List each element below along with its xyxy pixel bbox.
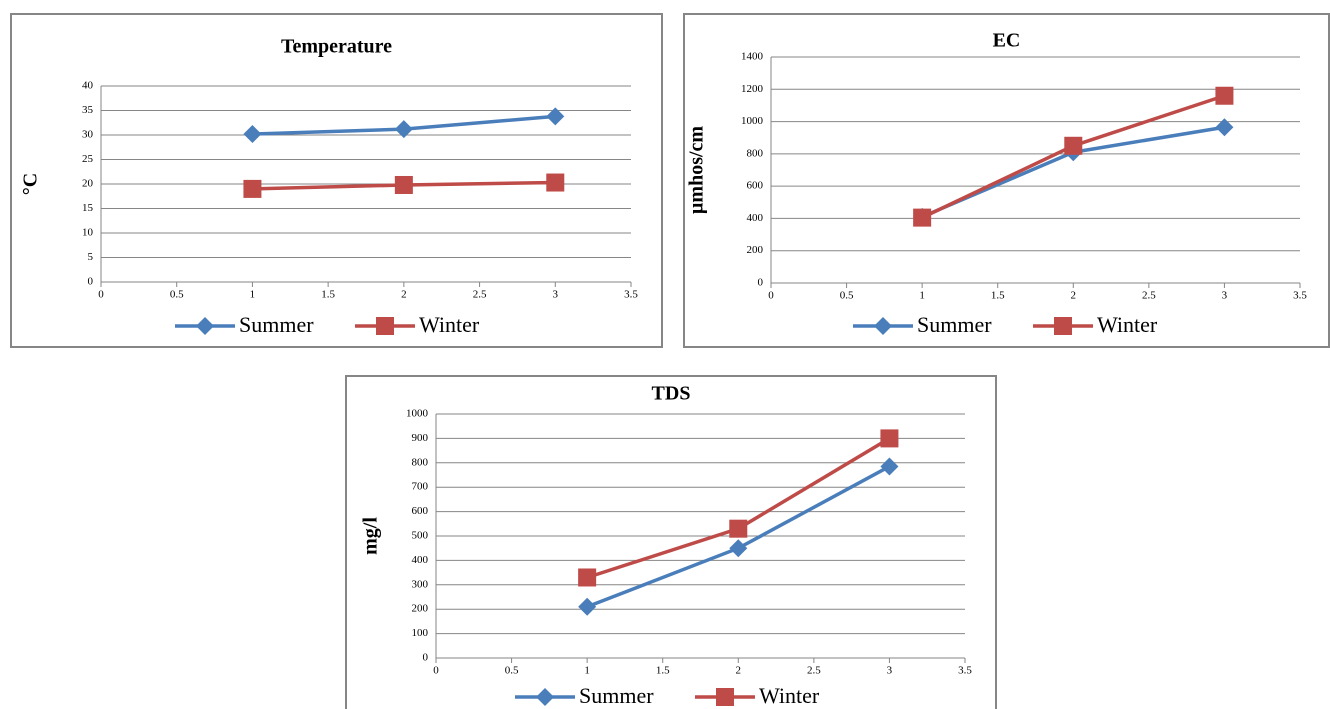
marker [394, 175, 413, 194]
chart-title: TDS [652, 383, 691, 405]
y-tick-label: 0 [88, 276, 94, 288]
x-tick-label: 1.5 [321, 289, 335, 301]
marker [729, 539, 748, 558]
y-tick-label: 800 [747, 147, 764, 159]
legend-marker [716, 688, 734, 706]
y-tick-label: 700 [412, 481, 429, 493]
legend-label: Summer [917, 312, 992, 337]
x-tick-label: 0.5 [840, 290, 854, 302]
legend-label: Summer [579, 683, 654, 708]
marker [1215, 118, 1234, 137]
marker [1064, 136, 1083, 155]
x-tick-label: 2 [1071, 290, 1077, 302]
legend-label: Winter [419, 312, 480, 337]
y-tick-label: 35 [82, 104, 94, 116]
legend-marker [874, 317, 892, 335]
y-tick-label: 15 [82, 202, 94, 214]
x-tick-label: 3 [887, 665, 893, 677]
y-tick-label: 0 [423, 652, 429, 664]
y-tick-label: 100 [412, 627, 429, 639]
x-tick-label: 1.5 [656, 665, 670, 677]
y-tick-label: 200 [412, 603, 429, 615]
y-tick-label: 600 [747, 180, 764, 192]
x-tick-label: 2.5 [473, 289, 487, 301]
y-tick-label: 800 [412, 456, 429, 468]
x-tick-label: 3 [1222, 290, 1228, 302]
marker [394, 120, 413, 139]
chart-frame [10, 13, 663, 348]
marker [243, 125, 262, 144]
marker [880, 429, 899, 448]
chart-title: Temperature [281, 36, 392, 58]
x-tick-label: 1 [250, 289, 256, 301]
x-tick-label: 0 [98, 289, 104, 301]
marker [578, 568, 597, 587]
y-tick-label: 1400 [741, 51, 764, 63]
y-tick-label: 5 [88, 251, 94, 263]
legend-label: Summer [239, 312, 314, 337]
y-tick-label: 200 [747, 244, 764, 256]
x-tick-label: 0.5 [170, 289, 184, 301]
x-tick-label: 1.5 [991, 290, 1005, 302]
marker [546, 107, 565, 126]
x-tick-label: 3.5 [958, 665, 972, 677]
x-tick-label: 0 [768, 290, 774, 302]
y-axis-label: °C [20, 173, 42, 195]
y-tick-label: 1000 [741, 115, 764, 127]
x-tick-label: 2.5 [807, 665, 821, 677]
y-tick-label: 40 [82, 80, 94, 92]
chart-title: EC [993, 30, 1021, 52]
y-tick-label: 1200 [741, 83, 764, 95]
marker [1215, 86, 1234, 105]
marker [729, 519, 748, 538]
y-tick-label: 900 [412, 432, 429, 444]
chart-frame [345, 375, 997, 709]
marker [578, 597, 597, 616]
y-tick-label: 1000 [406, 408, 429, 420]
marker [880, 457, 899, 476]
legend-marker [376, 317, 394, 335]
x-tick-label: 2 [401, 289, 407, 301]
y-tick-label: 20 [82, 178, 94, 190]
x-tick-label: 0.5 [505, 665, 519, 677]
legend-marker [196, 317, 214, 335]
y-tick-label: 30 [82, 129, 94, 141]
x-tick-label: 2 [736, 665, 742, 677]
legend-marker [1054, 317, 1072, 335]
legend-label: Winter [759, 683, 820, 708]
x-tick-label: 1 [919, 290, 925, 302]
y-tick-label: 600 [412, 505, 429, 517]
x-tick-label: 1 [584, 665, 590, 677]
y-axis-label: mg/l [360, 517, 382, 555]
marker [546, 173, 565, 192]
legend-marker [536, 688, 554, 706]
y-tick-label: 400 [412, 554, 429, 566]
y-tick-label: 400 [747, 212, 764, 224]
y-tick-label: 300 [412, 578, 429, 590]
x-tick-label: 2.5 [1142, 290, 1156, 302]
x-tick-label: 0 [433, 665, 439, 677]
x-tick-label: 3.5 [624, 289, 638, 301]
marker [913, 208, 932, 227]
y-tick-label: 10 [82, 227, 94, 239]
y-tick-label: 0 [758, 277, 764, 289]
y-tick-label: 25 [82, 153, 94, 165]
x-tick-label: 3 [553, 289, 559, 301]
marker [243, 179, 262, 198]
legend-label: Winter [1097, 312, 1158, 337]
y-tick-label: 500 [412, 530, 429, 542]
y-axis-label: µmhos/cm [686, 126, 708, 215]
x-tick-label: 3.5 [1293, 290, 1307, 302]
